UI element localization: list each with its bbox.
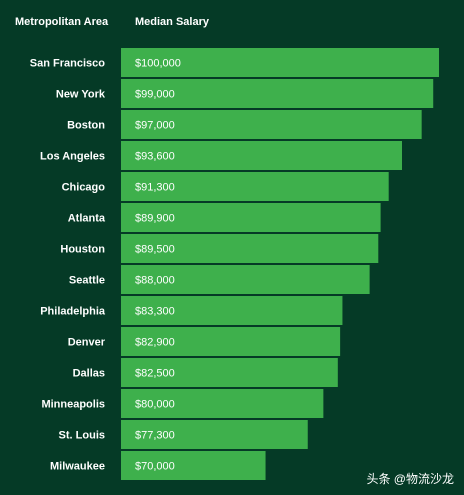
- value-label-san-francisco: $100,000: [135, 58, 181, 70]
- value-label-boston: $97,000: [135, 120, 175, 132]
- category-label-new-york: New York: [56, 89, 106, 101]
- category-label-seattle: Seattle: [69, 275, 105, 287]
- value-label-seattle: $88,000: [135, 275, 175, 287]
- value-label-atlanta: $89,900: [135, 213, 175, 225]
- value-label-houston: $89,500: [135, 244, 175, 256]
- category-label-houston: Houston: [60, 244, 105, 256]
- value-label-philadelphia: $83,300: [135, 306, 175, 318]
- bar-new-york: [121, 79, 434, 108]
- category-label-st-louis: St. Louis: [59, 430, 105, 442]
- bar-dallas: [121, 358, 338, 387]
- bar-san-francisco: [121, 48, 439, 77]
- bar-houston: [121, 234, 379, 263]
- bar-atlanta: [121, 203, 381, 232]
- value-label-denver: $82,900: [135, 337, 175, 349]
- column-header-area: Metropolitan Area: [15, 16, 109, 28]
- value-label-dallas: $82,500: [135, 368, 175, 380]
- category-label-dallas: Dallas: [73, 368, 105, 380]
- bar-seattle: [121, 265, 370, 294]
- category-label-milwaukee: Milwaukee: [50, 461, 105, 473]
- category-label-san-francisco: San Francisco: [30, 58, 105, 70]
- bar-minneapolis: [121, 389, 324, 418]
- bar-philadelphia: [121, 296, 343, 325]
- category-label-boston: Boston: [67, 120, 105, 132]
- category-label-denver: Denver: [68, 337, 106, 349]
- value-label-milwaukee: $70,000: [135, 461, 175, 473]
- category-label-philadelphia: Philadelphia: [40, 306, 106, 318]
- category-label-chicago: Chicago: [62, 182, 106, 194]
- column-header-salary: Median Salary: [135, 16, 209, 28]
- bar-milwaukee: [121, 451, 266, 480]
- value-label-chicago: $91,300: [135, 182, 175, 194]
- value-label-st-louis: $77,300: [135, 430, 175, 442]
- category-label-los-angeles: Los Angeles: [40, 151, 105, 163]
- value-label-los-angeles: $93,600: [135, 151, 175, 163]
- bar-denver: [121, 327, 341, 356]
- bar-chicago: [121, 172, 389, 201]
- bar-st-louis: [121, 420, 308, 449]
- category-label-atlanta: Atlanta: [68, 213, 106, 225]
- category-label-minneapolis: Minneapolis: [41, 399, 105, 411]
- value-label-minneapolis: $80,000: [135, 399, 175, 411]
- bar-los-angeles: [121, 141, 402, 170]
- value-label-new-york: $99,000: [135, 89, 175, 101]
- watermark: 头条 @物流沙龙: [366, 472, 454, 486]
- bar-boston: [121, 110, 422, 139]
